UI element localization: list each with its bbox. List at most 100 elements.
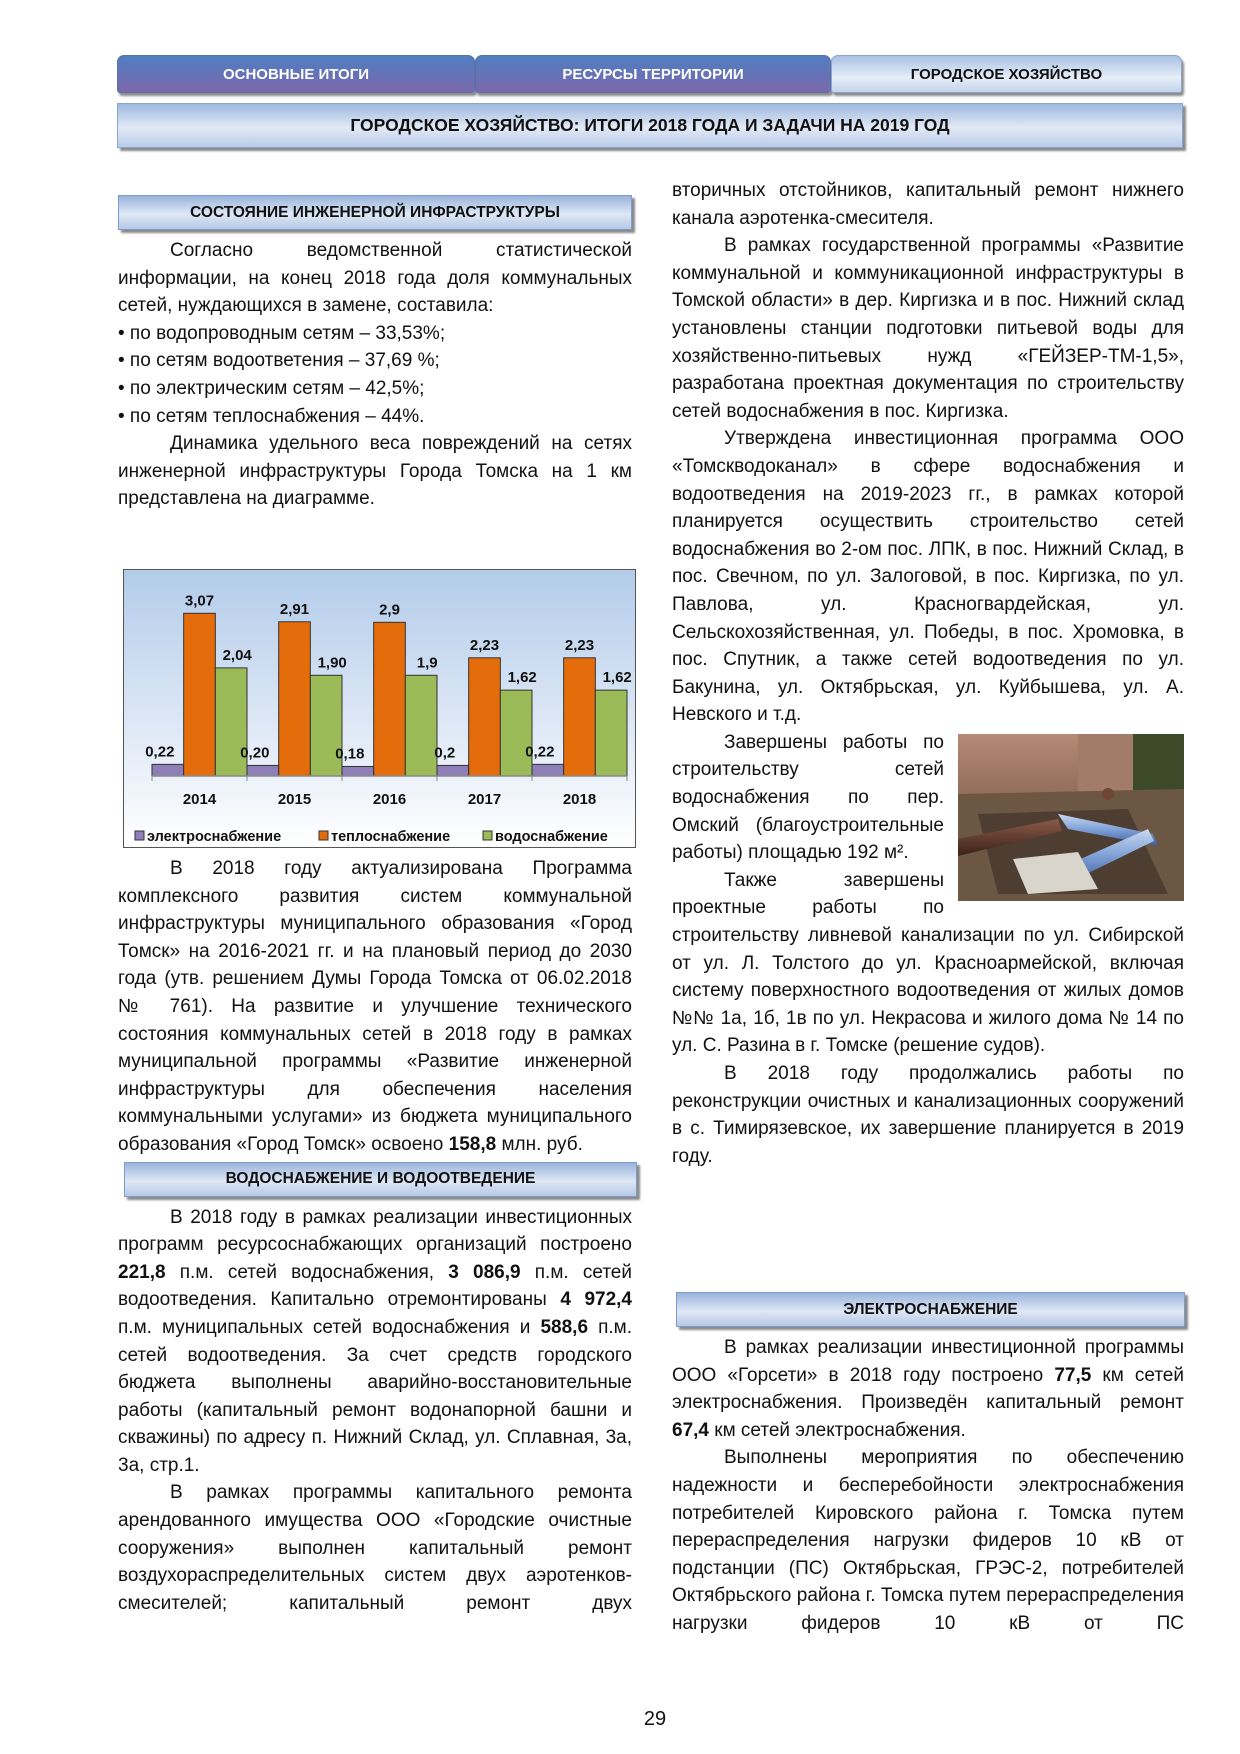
text-run: млн. руб. — [496, 1133, 583, 1155]
pipe-construction-photo — [958, 734, 1184, 901]
x-tick-label: 2017 — [468, 791, 501, 808]
page-title: ГОРОДСКОЕ ХОЗЯЙСТВО: ИТОГИ 2018 ГОДА И З… — [117, 103, 1183, 148]
paragraph: Выполнены мероприятия по обеспечению над… — [672, 1444, 1184, 1637]
text-run: В 2018 году продолжались работы по рекон… — [672, 1063, 1184, 1167]
paragraph: В 2018 году актуализирована Программа ко… — [118, 855, 632, 1159]
bar-теплоснабжение-2016 — [373, 621, 406, 777]
bar-водоснабжение-2015 — [309, 674, 343, 777]
bold-value: 4 972,4 — [560, 1289, 632, 1311]
damage-chart: 0,22 3,07 2,04 2014 0,20 2,91 1,90 2015 0,18 2,9 1… — [123, 569, 636, 848]
bar-электроснабжение-2016 — [341, 765, 375, 777]
page-title-text: ГОРОДСКОЕ ХОЗЯЙСТВО: ИТОГИ 2018 ГОДА И З… — [350, 115, 950, 135]
text-run: Также завершены проектные работы по стро… — [672, 869, 1184, 1057]
paragraph: Утверждена инвестиционная программа ООО … — [672, 425, 1184, 729]
data-label: 2,9 — [379, 601, 400, 618]
paragraph: В рамках государственной программы «Разв… — [672, 232, 1184, 425]
left-column-top: СОСТОЯНИЕ ИНЖЕНЕРНОЙ ИНФРАСТРУКТУРЫ Согл… — [118, 195, 632, 513]
paragraph: Также завершены проектные работы по стро… — [672, 867, 1184, 1060]
bar-водоснабжение-2014 — [214, 667, 248, 777]
data-label: 2,23 — [565, 637, 594, 654]
bar-электроснабжение-2018 — [531, 763, 565, 777]
bullet-item: • по сетям водоответения – 37,69 %; — [118, 350, 440, 372]
bold-value: 588,6 — [540, 1316, 589, 1338]
data-label: 2,23 — [470, 637, 499, 654]
text-run: км сетей электроснабжения. — [708, 1419, 966, 1441]
x-tick-label: 2018 — [563, 791, 596, 808]
legend-label: теплоснабжение — [331, 829, 450, 845]
x-tick-label: 2015 — [278, 791, 311, 808]
tab-main-results[interactable]: ОСНОВНЫЕ ИТОГИ — [117, 55, 475, 93]
paragraph: Динамика удельного веса повреждений на с… — [118, 430, 632, 513]
paragraph: Согласно ведомственной статистической ин… — [118, 237, 632, 320]
legend-swatch — [482, 830, 493, 841]
bullet-item: • по водопроводным сетям – 33,53%; — [118, 322, 446, 344]
legend-label: электроснабжение — [147, 829, 281, 845]
bullet-item: • по электрическим сетям – 42,5%; — [118, 377, 425, 399]
bold-value: 3 086,9 — [448, 1261, 521, 1283]
data-label: 2,91 — [280, 601, 309, 618]
text-run: В рамках реализации инвестиционной прогр… — [672, 1337, 1184, 1386]
tab-city-economy[interactable]: ГОРОДСКОЕ ХОЗЯЙСТВО — [831, 55, 1182, 93]
bar-водоснабжение-2016 — [404, 674, 438, 777]
text-run: В рамках государственной программы «Разв… — [672, 235, 1184, 422]
text-run: Завершены работы по строительству сетей … — [672, 731, 944, 864]
bullet-item: • по сетям теплоснабжения – 44%. — [118, 405, 425, 427]
x-tick-label: 2014 — [183, 791, 217, 808]
bar-теплоснабжение-2015 — [278, 621, 311, 777]
section-title: ВОДОСНАБЖЕНИЕ И ВОДООТВЕДЕНИЕ — [225, 1170, 536, 1188]
right-column-bottom: В рамках реализации инвестиционной прогр… — [672, 1334, 1184, 1638]
right-column-top: вторичных отстойников, капитальный ремон… — [672, 177, 1184, 1170]
data-label: 2,04 — [223, 647, 253, 664]
section-title: СОСТОЯНИЕ ИНЖЕНЕРНОЙ ИНФРАСТРУКТУРЫ — [190, 203, 560, 221]
page-number: 29 — [643, 1708, 667, 1730]
data-label: 0,18 — [335, 745, 364, 762]
text-run: Утверждена инвестиционная программа ООО … — [672, 428, 1184, 726]
tab-label: ГОРОДСКОЕ ХОЗЯЙСТВО — [910, 65, 1103, 83]
bar-теплоснабжение-2014 — [183, 612, 216, 777]
text-run: п.м. сетей водоснабжения, — [165, 1261, 449, 1283]
bar-водоснабжение-2017 — [499, 689, 533, 777]
data-label: 0,22 — [145, 743, 174, 760]
paragraph: В 2018 году в рамках реализации инвестиц… — [118, 1204, 632, 1480]
paragraph: Завершены работы по строительству сетей … — [672, 729, 1184, 867]
bar-водоснабжение-2018 — [594, 689, 628, 777]
text-run: Динамика удельного веса повреждений на с… — [118, 433, 632, 510]
paragraph: В рамках реализации инвестиционной прогр… — [672, 1334, 1184, 1444]
bold-value: 221,8 — [118, 1261, 166, 1283]
data-label: 0,22 — [525, 743, 554, 760]
paragraph: В 2018 году продолжались работы по рекон… — [672, 1060, 1184, 1170]
text-run: км сетей электроснабжения. Произведён ка… — [672, 1364, 1184, 1414]
data-label: 1,62 — [603, 669, 632, 686]
text-run: Выполнены мероприятия по обеспечению над… — [672, 1447, 1184, 1634]
bold-value: 77,5 — [1054, 1364, 1092, 1386]
data-label: 0,2 — [434, 744, 455, 761]
section-header-infrastructure: СОСТОЯНИЕ ИНЖЕНЕРНОЙ ИНФРАСТРУКТУРЫ — [118, 195, 632, 230]
text-run: п.м. сетей водоотведения. За счет средст… — [118, 1316, 632, 1476]
tab-territory-resources[interactable]: РЕСУРСЫ ТЕРРИТОРИИ — [475, 55, 831, 93]
text-run: В рамках программы капитального ремонта … — [118, 1482, 632, 1614]
bold-value: 67,4 — [672, 1419, 709, 1441]
bar-электроснабжение-2017 — [436, 764, 470, 777]
text-run: В 2018 году актуализирована Программа ко… — [118, 858, 632, 1155]
data-label: 1,9 — [417, 654, 438, 671]
text-run: п.м. муниципальных сетей водоснабжения и — [118, 1316, 541, 1338]
data-label: 1,62 — [508, 669, 537, 686]
bar-электроснабжение-2014 — [151, 763, 185, 777]
legend-swatch — [134, 830, 145, 841]
text-run: п.м. сетей водоотведения. Капитально отр… — [118, 1261, 632, 1311]
legend-label: водоснабжение — [495, 829, 608, 845]
data-label: 0,20 — [240, 744, 269, 761]
text-run: Согласно ведомственной статистической ин… — [118, 240, 632, 317]
data-label: 3,07 — [185, 592, 214, 609]
bar-электроснабжение-2015 — [246, 764, 280, 777]
section-title: ЭЛЕКТРОСНАБЖЕНИЕ — [843, 1300, 1018, 1318]
tab-label: РЕСУРСЫ ТЕРРИТОРИИ — [562, 65, 744, 83]
legend-swatch — [318, 830, 329, 841]
bold-value: 158,8 — [448, 1133, 497, 1155]
text-run: вторичных отстойников, капитальный ремон… — [672, 180, 1184, 229]
bar-теплоснабжение-2017 — [468, 657, 501, 777]
section-header-electricity: ЭЛЕКТРОСНАБЖЕНИЕ — [676, 1292, 1185, 1327]
x-tick-label: 2016 — [373, 791, 406, 808]
left-column-bottom: В 2018 году актуализирована Программа ко… — [118, 855, 637, 1617]
text-run: В 2018 году в рамках реализации инвестиц… — [118, 1206, 632, 1256]
